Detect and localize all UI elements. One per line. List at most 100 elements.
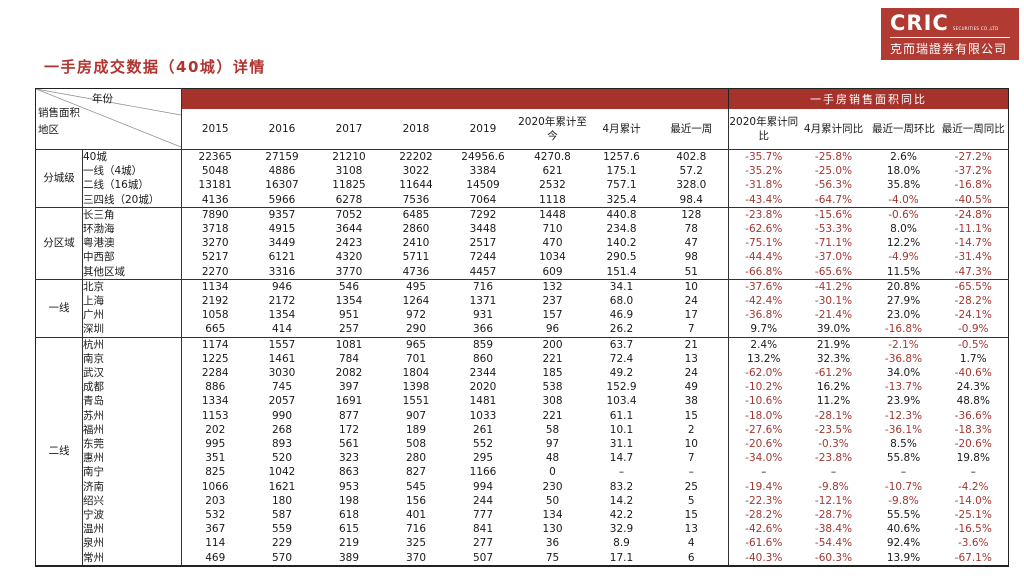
value-cell: 4 — [654, 536, 729, 551]
value-cell: 325 — [405, 537, 427, 550]
value-cell: 2020 — [469, 381, 497, 394]
value-cell: 244 — [472, 494, 494, 507]
page-title: 一手房成交数据（40城）详情 — [44, 58, 266, 76]
col-header-last-week: 最近一周 — [654, 109, 729, 150]
value-cell: 189 — [405, 423, 427, 436]
value-cell: 1448 — [516, 206, 589, 223]
value-cell: 24 — [654, 294, 729, 309]
table-row: 东莞 995 893 561 508 552 97 31.1 10 -20.6% -0.3% 8.5%… — [36, 437, 1009, 452]
yoy-cell: 21.9% — [798, 336, 869, 352]
value-cell: 277 — [472, 537, 494, 550]
group-label: 一线 — [35, 278, 83, 338]
region-label: 中西部 — [82, 250, 182, 265]
value-cell: 2172 — [268, 295, 296, 308]
value-cell: 290.5 — [606, 251, 637, 264]
value-cell: 1481 — [469, 395, 497, 408]
value-cell: 2192 — [201, 295, 229, 308]
value-cell: 98.4 — [654, 192, 729, 208]
value-cell: 24956.6 — [449, 149, 517, 165]
value-cell: – — [654, 465, 729, 480]
table-row: 一线 北京 1134 946 546 495 716 132 34.1 10 -37.6% -41.2… — [35, 278, 1009, 338]
value-cell: 495 — [382, 278, 450, 295]
yoy-cell: -4.0% — [888, 193, 919, 206]
value-cell: 50 — [545, 494, 560, 507]
value-cell: 32.9 — [609, 523, 634, 536]
yoy-cell: -66.8% — [745, 265, 783, 278]
value-cell: 3270 — [201, 237, 229, 250]
yoy-cell: 18.0% — [886, 165, 921, 178]
value-cell: 17 — [654, 308, 729, 323]
yoy-cell: 55.5% — [886, 509, 921, 522]
value-cell: 1166 — [469, 466, 497, 479]
value-cell: 198 — [338, 494, 360, 507]
value-cell: 237 — [542, 295, 563, 308]
value-cell: 507 — [472, 551, 494, 564]
yoy-cell: -43.4% — [745, 193, 783, 206]
col-header-2015: 2015 — [181, 109, 249, 150]
yoy-cell: 39.0% — [816, 323, 851, 336]
value-cell: 14.7 — [609, 452, 634, 465]
yoy-cell: -40.5% — [954, 193, 992, 206]
value-cell: 51 — [654, 264, 729, 280]
yoy-cell: 2.4% — [728, 336, 799, 352]
region-label: 温州 — [82, 522, 182, 537]
yoy-cell: -30.1% — [814, 295, 853, 308]
cric-logo: CRIC SECURITIES CO.,LTD 克而瑞證券有限公司 — [881, 8, 1019, 60]
col-header-2018: 2018 — [382, 109, 450, 150]
value-cell: 990 — [271, 409, 293, 422]
value-cell: 777 — [472, 509, 494, 522]
yoy-cell: -75.1% — [745, 237, 783, 250]
region-label: 北京 — [82, 278, 182, 295]
value-cell: 665 — [205, 323, 226, 336]
region-label: 环渤海 — [82, 222, 182, 237]
value-cell: 134 — [542, 509, 563, 522]
region-label: 杭州 — [82, 336, 182, 352]
value-cell: 261 — [472, 423, 494, 436]
yoy-cell: -25.8% — [798, 149, 869, 165]
yoy-cell: -14.0% — [954, 494, 992, 507]
value-cell: 268 — [271, 423, 293, 436]
yoy-cell: -18.0% — [745, 409, 783, 422]
value-cell: 61.1 — [609, 409, 634, 422]
yoy-cell: -54.4% — [814, 537, 853, 550]
value-cell: 7052 — [315, 206, 383, 223]
value-cell: 185 — [542, 367, 563, 380]
yoy-cell: -4.9% — [888, 251, 919, 264]
table-row: 中西部 5217 6121 4320 5711 7244 1034 290.5 98 -44.4%… — [36, 250, 1009, 265]
value-cell: 280 — [405, 452, 427, 465]
value-cell: 953 — [338, 480, 360, 493]
yoy-cell: -12.3% — [884, 409, 923, 422]
value-cell: 11644 — [399, 179, 433, 192]
value-cell: 402.8 — [654, 149, 729, 165]
value-cell: 7292 — [449, 206, 517, 223]
value-cell: 180 — [271, 494, 293, 507]
yoy-cell: 32.3% — [816, 352, 851, 365]
value-cell: 130 — [542, 523, 563, 536]
value-cell: 1334 — [201, 395, 229, 408]
value-cell: 234.8 — [606, 223, 637, 236]
value-cell: 15 — [654, 408, 729, 423]
value-cell: 152.9 — [606, 381, 637, 394]
value-cell: 308 — [542, 395, 563, 408]
table-body: 分城级 40城 22365 27159 21210 22202 24956.6 4270.8 1… — [35, 149, 1009, 566]
value-cell: 58 — [545, 423, 560, 436]
value-cell: 972 — [405, 309, 427, 322]
region-label: 长三角 — [82, 206, 182, 223]
table-row: 二线（16城） 13181 16307 11825 11644 14509 2532 757.… — [36, 178, 1009, 193]
yoy-cell: -62.0% — [745, 367, 783, 380]
yoy-cell: 11.5% — [886, 265, 921, 278]
value-cell: 38 — [654, 394, 729, 409]
value-cell: 546 — [315, 278, 383, 295]
value-cell: 42.2 — [609, 509, 634, 522]
yoy-cell: -40.3% — [745, 551, 783, 564]
value-cell: 841 — [472, 523, 494, 536]
value-cell: 2284 — [201, 367, 229, 380]
value-cell: 97 — [545, 438, 560, 451]
yoy-cell: -23.8% — [814, 452, 853, 465]
yoy-banner: 一手房销售面积同比 — [728, 88, 1009, 109]
yoy-cell: -11.1% — [954, 223, 992, 236]
value-cell: 17.1 — [609, 551, 634, 564]
value-cell: 21 — [654, 336, 729, 352]
value-cell: 7 — [654, 451, 729, 466]
yoy-cell: -0.3% — [818, 438, 849, 451]
